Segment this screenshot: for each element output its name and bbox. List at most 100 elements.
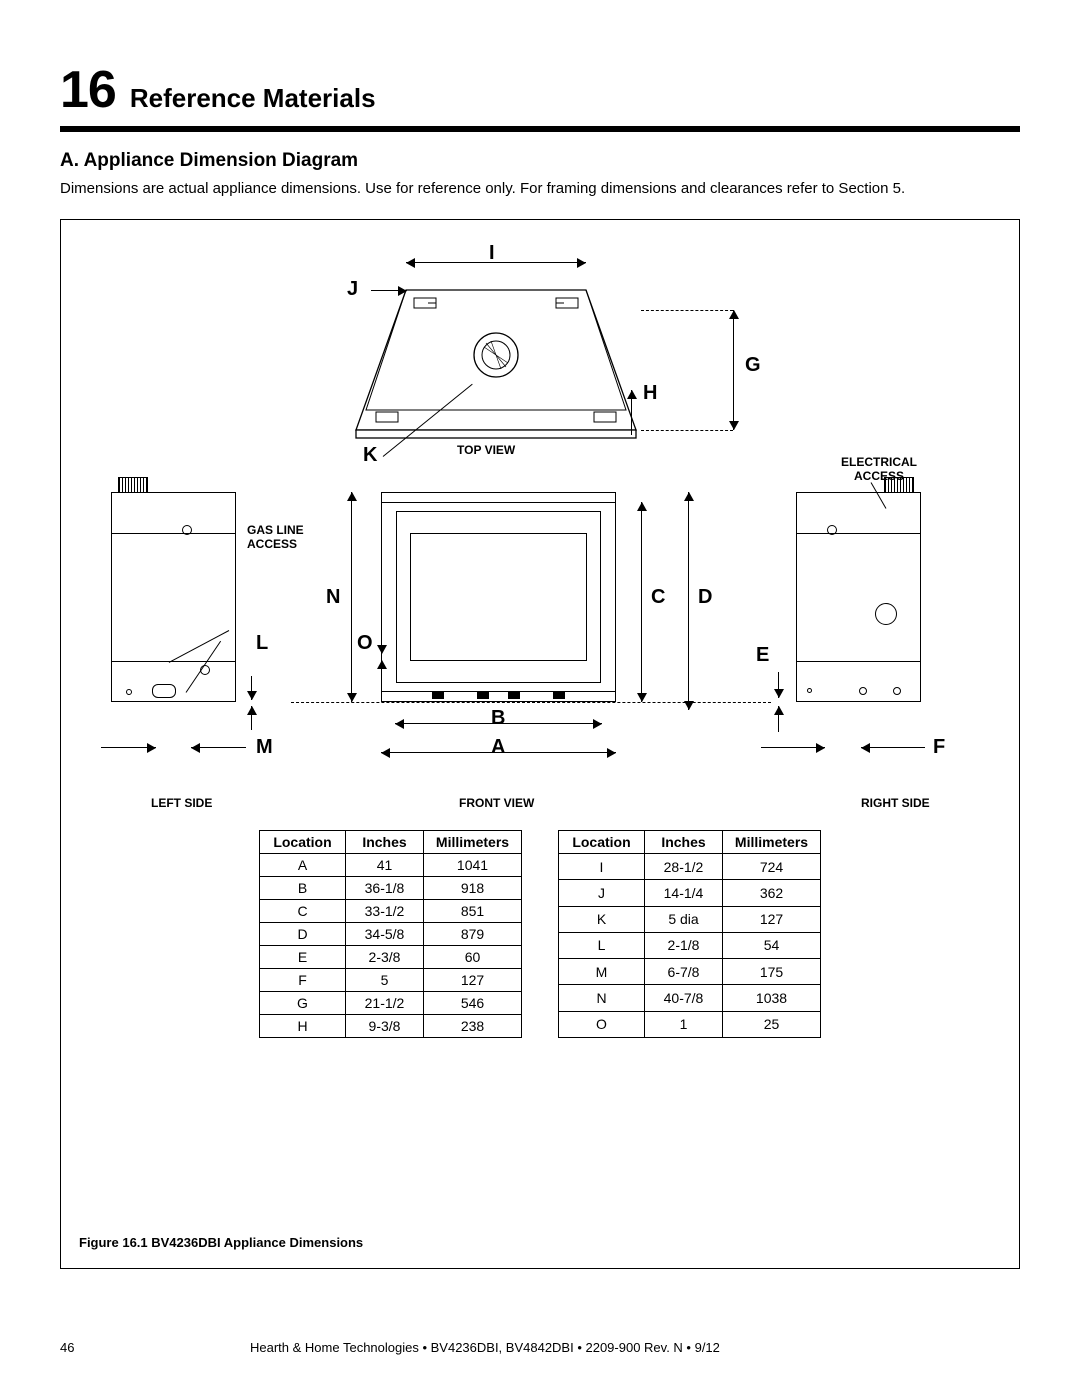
table-cell: N — [559, 985, 645, 1011]
table-cell: 54 — [723, 932, 821, 958]
table-row: M6-7/8175 — [559, 959, 821, 985]
table-row: O125 — [559, 1011, 821, 1037]
dim-letter-N: N — [326, 586, 340, 609]
dim-table-left: Location Inches Millimeters A411041B36-1… — [259, 830, 522, 1038]
dim-letter-K: K — [363, 444, 377, 467]
footer-text: Hearth & Home Technologies • BV4236DBI, … — [250, 1340, 1020, 1355]
dim-arrow-J — [371, 290, 407, 291]
table-row: I28-1/2724 — [559, 854, 821, 880]
table-cell: M — [559, 959, 645, 985]
table-cell: J — [559, 880, 645, 906]
table-row: G21-1/2546 — [260, 992, 522, 1015]
page-footer: 46 Hearth & Home Technologies • BV4236DB… — [60, 1340, 1020, 1355]
dim-arrow-Fa — [761, 747, 825, 748]
table-cell: G — [260, 992, 346, 1015]
table-row: N40-7/81038 — [559, 985, 821, 1011]
table-cell: 5 — [346, 969, 424, 992]
chapter-title: Reference Materials — [130, 83, 376, 114]
page-number: 46 — [60, 1340, 250, 1355]
table-row: A411041 — [260, 854, 522, 877]
dim-arrow-N — [351, 492, 352, 702]
dim-arrow-C — [641, 502, 642, 702]
table-cell: 25 — [723, 1011, 821, 1037]
table-cell: K — [559, 906, 645, 932]
table-row: F5127 — [260, 969, 522, 992]
dim-letter-B: B — [491, 707, 505, 730]
dim-arrow-Ob — [381, 614, 382, 654]
right-side-drawing — [796, 492, 921, 702]
table-cell: 918 — [424, 877, 522, 900]
chapter-header: 16 Reference Materials — [60, 60, 1020, 120]
table-cell: 60 — [424, 946, 522, 969]
dim-letter-C: C — [651, 586, 665, 609]
table-cell: 724 — [723, 854, 821, 880]
dim-arrow-Mb — [191, 747, 246, 748]
table-cell: 1041 — [424, 854, 522, 877]
dimension-tables: Location Inches Millimeters A411041B36-1… — [61, 830, 1019, 1038]
table-cell: 9-3/8 — [346, 1015, 424, 1038]
table-cell: 127 — [723, 906, 821, 932]
dim-arrow-I — [406, 262, 586, 263]
table-cell: 14-1/4 — [645, 880, 723, 906]
table-cell: I — [559, 854, 645, 880]
header-rule — [60, 126, 1020, 132]
th-inches: Inches — [346, 831, 424, 854]
dim-table-right: Location Inches Millimeters I28-1/2724J1… — [558, 830, 821, 1038]
dim-letter-G: G — [745, 354, 761, 377]
dim-letter-I: I — [489, 242, 495, 265]
figure-caption: Figure 16.1 BV4236DBI Appliance Dimensio… — [79, 1235, 363, 1250]
gas-line-label: GAS LINE ACCESS — [247, 524, 304, 552]
table-cell: O — [559, 1011, 645, 1037]
table-cell: 34-5/8 — [346, 923, 424, 946]
table-cell: 33-1/2 — [346, 900, 424, 923]
dim-letter-A: A — [491, 736, 505, 759]
dimension-diagram: I J G H K TOP VIEW GAS LINE ACCESS L — [61, 220, 1019, 820]
dim-letter-L: L — [256, 632, 268, 655]
section-heading: A. Appliance Dimension Diagram — [60, 150, 1020, 172]
dim-letter-F: F — [933, 736, 945, 759]
table-cell: H — [260, 1015, 346, 1038]
electrical-label: ELECTRICAL ACCESS — [841, 456, 917, 484]
table-cell: C — [260, 900, 346, 923]
table-cell: L — [559, 932, 645, 958]
table-cell: 5 dia — [645, 906, 723, 932]
table-row: J14-1/4362 — [559, 880, 821, 906]
table-row: D34-5/8879 — [260, 923, 522, 946]
front-view-label: FRONT VIEW — [459, 796, 534, 810]
dim-arrow-Fb — [861, 747, 925, 748]
table-cell: 28-1/2 — [645, 854, 723, 880]
dim-letter-M: M — [256, 736, 273, 759]
th-location: Location — [260, 831, 346, 854]
right-side-label: RIGHT SIDE — [861, 796, 930, 810]
dim-arrow-Ma — [101, 747, 156, 748]
th-location: Location — [559, 831, 645, 854]
table-cell: E — [260, 946, 346, 969]
front-view-drawing — [381, 492, 616, 702]
table-cell: F — [260, 969, 346, 992]
top-view-drawing — [346, 280, 646, 440]
table-cell: 879 — [424, 923, 522, 946]
intro-paragraph: Dimensions are actual appliance dimensio… — [60, 180, 1020, 197]
chapter-number: 16 — [60, 60, 116, 120]
table-cell: 36-1/8 — [346, 877, 424, 900]
dim-arrow-G — [733, 310, 734, 430]
table-cell: B — [260, 877, 346, 900]
table-cell: 175 — [723, 959, 821, 985]
dim-letter-H: H — [643, 382, 657, 405]
th-mm: Millimeters — [424, 831, 522, 854]
table-cell: 1038 — [723, 985, 821, 1011]
dim-arrow-D — [688, 492, 689, 710]
table-cell: 2-3/8 — [346, 946, 424, 969]
dim-letter-E: E — [756, 644, 769, 667]
table-cell: 21-1/2 — [346, 992, 424, 1015]
dim-arrow-H — [631, 390, 632, 435]
table-cell: D — [260, 923, 346, 946]
table-row: H9-3/8238 — [260, 1015, 522, 1038]
dim-letter-D: D — [698, 586, 712, 609]
table-cell: 546 — [424, 992, 522, 1015]
table-row: B36-1/8918 — [260, 877, 522, 900]
left-side-drawing — [111, 492, 236, 702]
table-cell: 6-7/8 — [645, 959, 723, 985]
dim-letter-O: O — [357, 632, 373, 655]
table-cell: 851 — [424, 900, 522, 923]
